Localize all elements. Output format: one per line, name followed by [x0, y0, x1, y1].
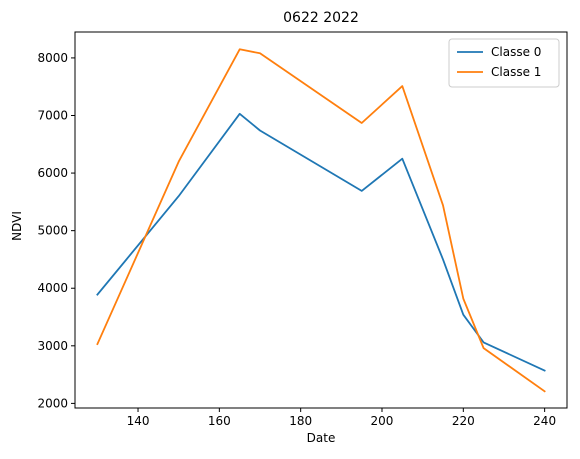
series-line-0: [96, 112, 546, 372]
legend: Classe 0 Classe 1: [448, 38, 560, 88]
x-axis-ticks: 140 160 180 200 220 240: [127, 408, 556, 428]
legend-box: [448, 38, 560, 88]
x-axis-label: Date: [307, 431, 336, 445]
y-tick-label: 6000: [37, 166, 68, 180]
legend-label: Classe 0: [491, 45, 541, 59]
y-tick-label: 7000: [37, 108, 68, 122]
y-tick-label: 3000: [37, 339, 68, 353]
plot-frame: [74, 31, 568, 409]
x-tick-label: 240: [533, 414, 556, 428]
y-tick-label: 5000: [37, 224, 68, 238]
series-line-1: [96, 48, 546, 393]
x-tick-label: 140: [127, 414, 150, 428]
plot-lines: [96, 48, 546, 393]
y-tick-label: 4000: [37, 281, 68, 295]
legend-label: Classe 1: [491, 65, 541, 79]
x-tick-label: 160: [208, 414, 231, 428]
x-tick-label: 200: [371, 414, 394, 428]
chart-title: 0622 2022: [283, 10, 359, 26]
x-tick-label: 180: [289, 414, 312, 428]
y-tick-label: 8000: [37, 51, 68, 65]
y-tick-label: 2000: [37, 396, 68, 410]
x-tick-label: 220: [452, 414, 475, 428]
y-axis-label: NDVI: [10, 211, 24, 241]
y-axis-ticks: 2000 3000 4000 5000 6000 7000 8000: [37, 51, 75, 410]
